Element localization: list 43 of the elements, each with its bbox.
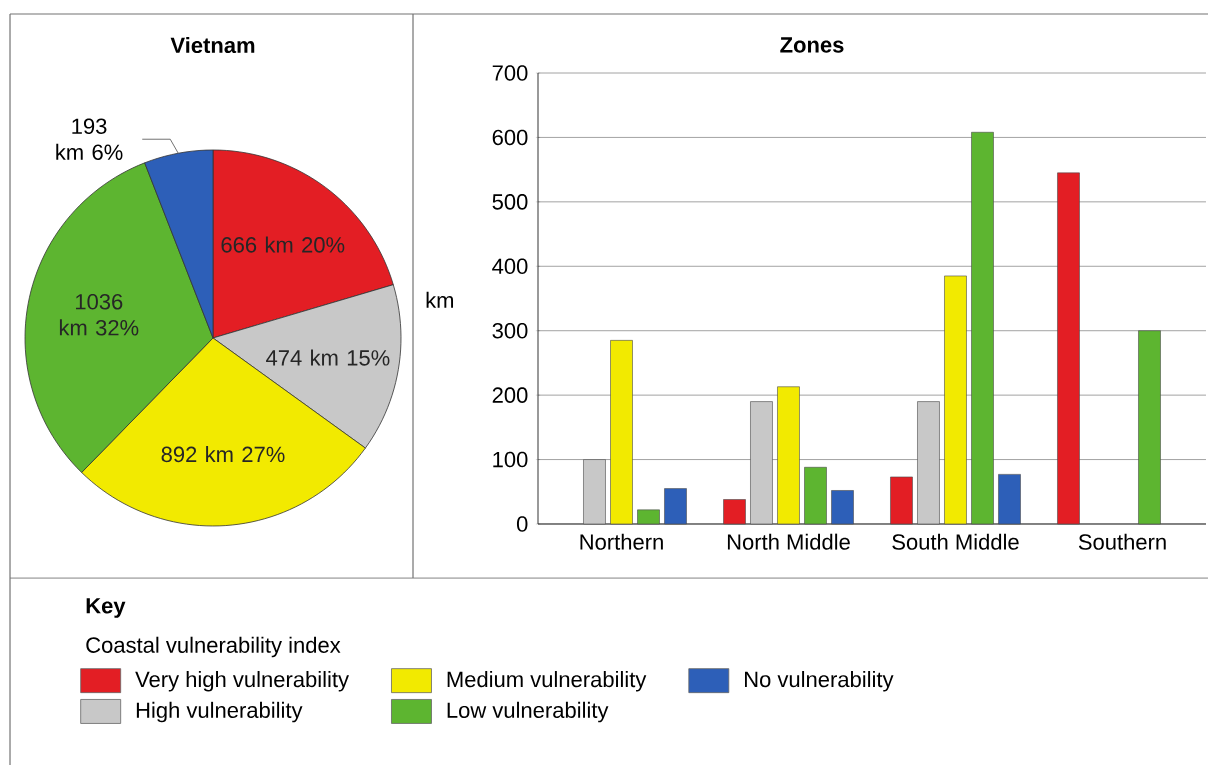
data-label: 474 km 15% (266, 349, 390, 366)
legend-label: Medium vulnerability (447, 671, 647, 692)
legend-label: Very high vulnerability (135, 671, 349, 692)
y-axis-title: km (426, 291, 454, 308)
data-label: 193 km 6% (56, 118, 123, 161)
data-label: 1036 km 32% (59, 293, 139, 336)
legend-title: Coastal vulnerability index (86, 636, 341, 658)
x-tick-label: North Middle (727, 533, 850, 550)
bar (890, 476, 913, 525)
y-tick-label: 400 (492, 258, 528, 275)
y-tick-label: 300 (492, 322, 528, 339)
bar (750, 401, 773, 525)
bar (971, 131, 994, 525)
y-tick-label: 0 (516, 516, 528, 532)
legend-label: Low vulnerability (447, 701, 609, 723)
y-tick-label: 100 (493, 451, 528, 468)
chart-title: Zones (780, 37, 844, 53)
y-tick-label: 600 (492, 129, 528, 146)
bar (723, 499, 746, 525)
bar (998, 474, 1021, 525)
x-tick-label: Southern (1078, 533, 1166, 550)
bar (583, 459, 606, 525)
chart-title: Vietnam (170, 36, 255, 54)
y-tick-label: 500 (492, 194, 528, 210)
bar (1138, 330, 1161, 525)
bar (831, 490, 854, 525)
bar (804, 466, 827, 525)
bar (610, 340, 633, 525)
bar (637, 509, 660, 525)
data-label: 666 km 20% (221, 236, 345, 253)
y-tick-label: 700 (492, 65, 528, 81)
bar (917, 401, 940, 525)
text: Key (86, 598, 126, 618)
bar (1057, 172, 1080, 525)
data-label: 892 km 27% (161, 446, 285, 463)
bar (944, 275, 967, 525)
y-tick-label: 200 (492, 387, 528, 403)
legend-label: No vulnerability (745, 671, 894, 692)
bar (664, 488, 687, 525)
legend-label: High vulnerability (136, 701, 303, 723)
x-tick-label: Northern (580, 533, 663, 550)
x-tick-label: South Middle (892, 533, 1019, 550)
bar (777, 386, 800, 525)
